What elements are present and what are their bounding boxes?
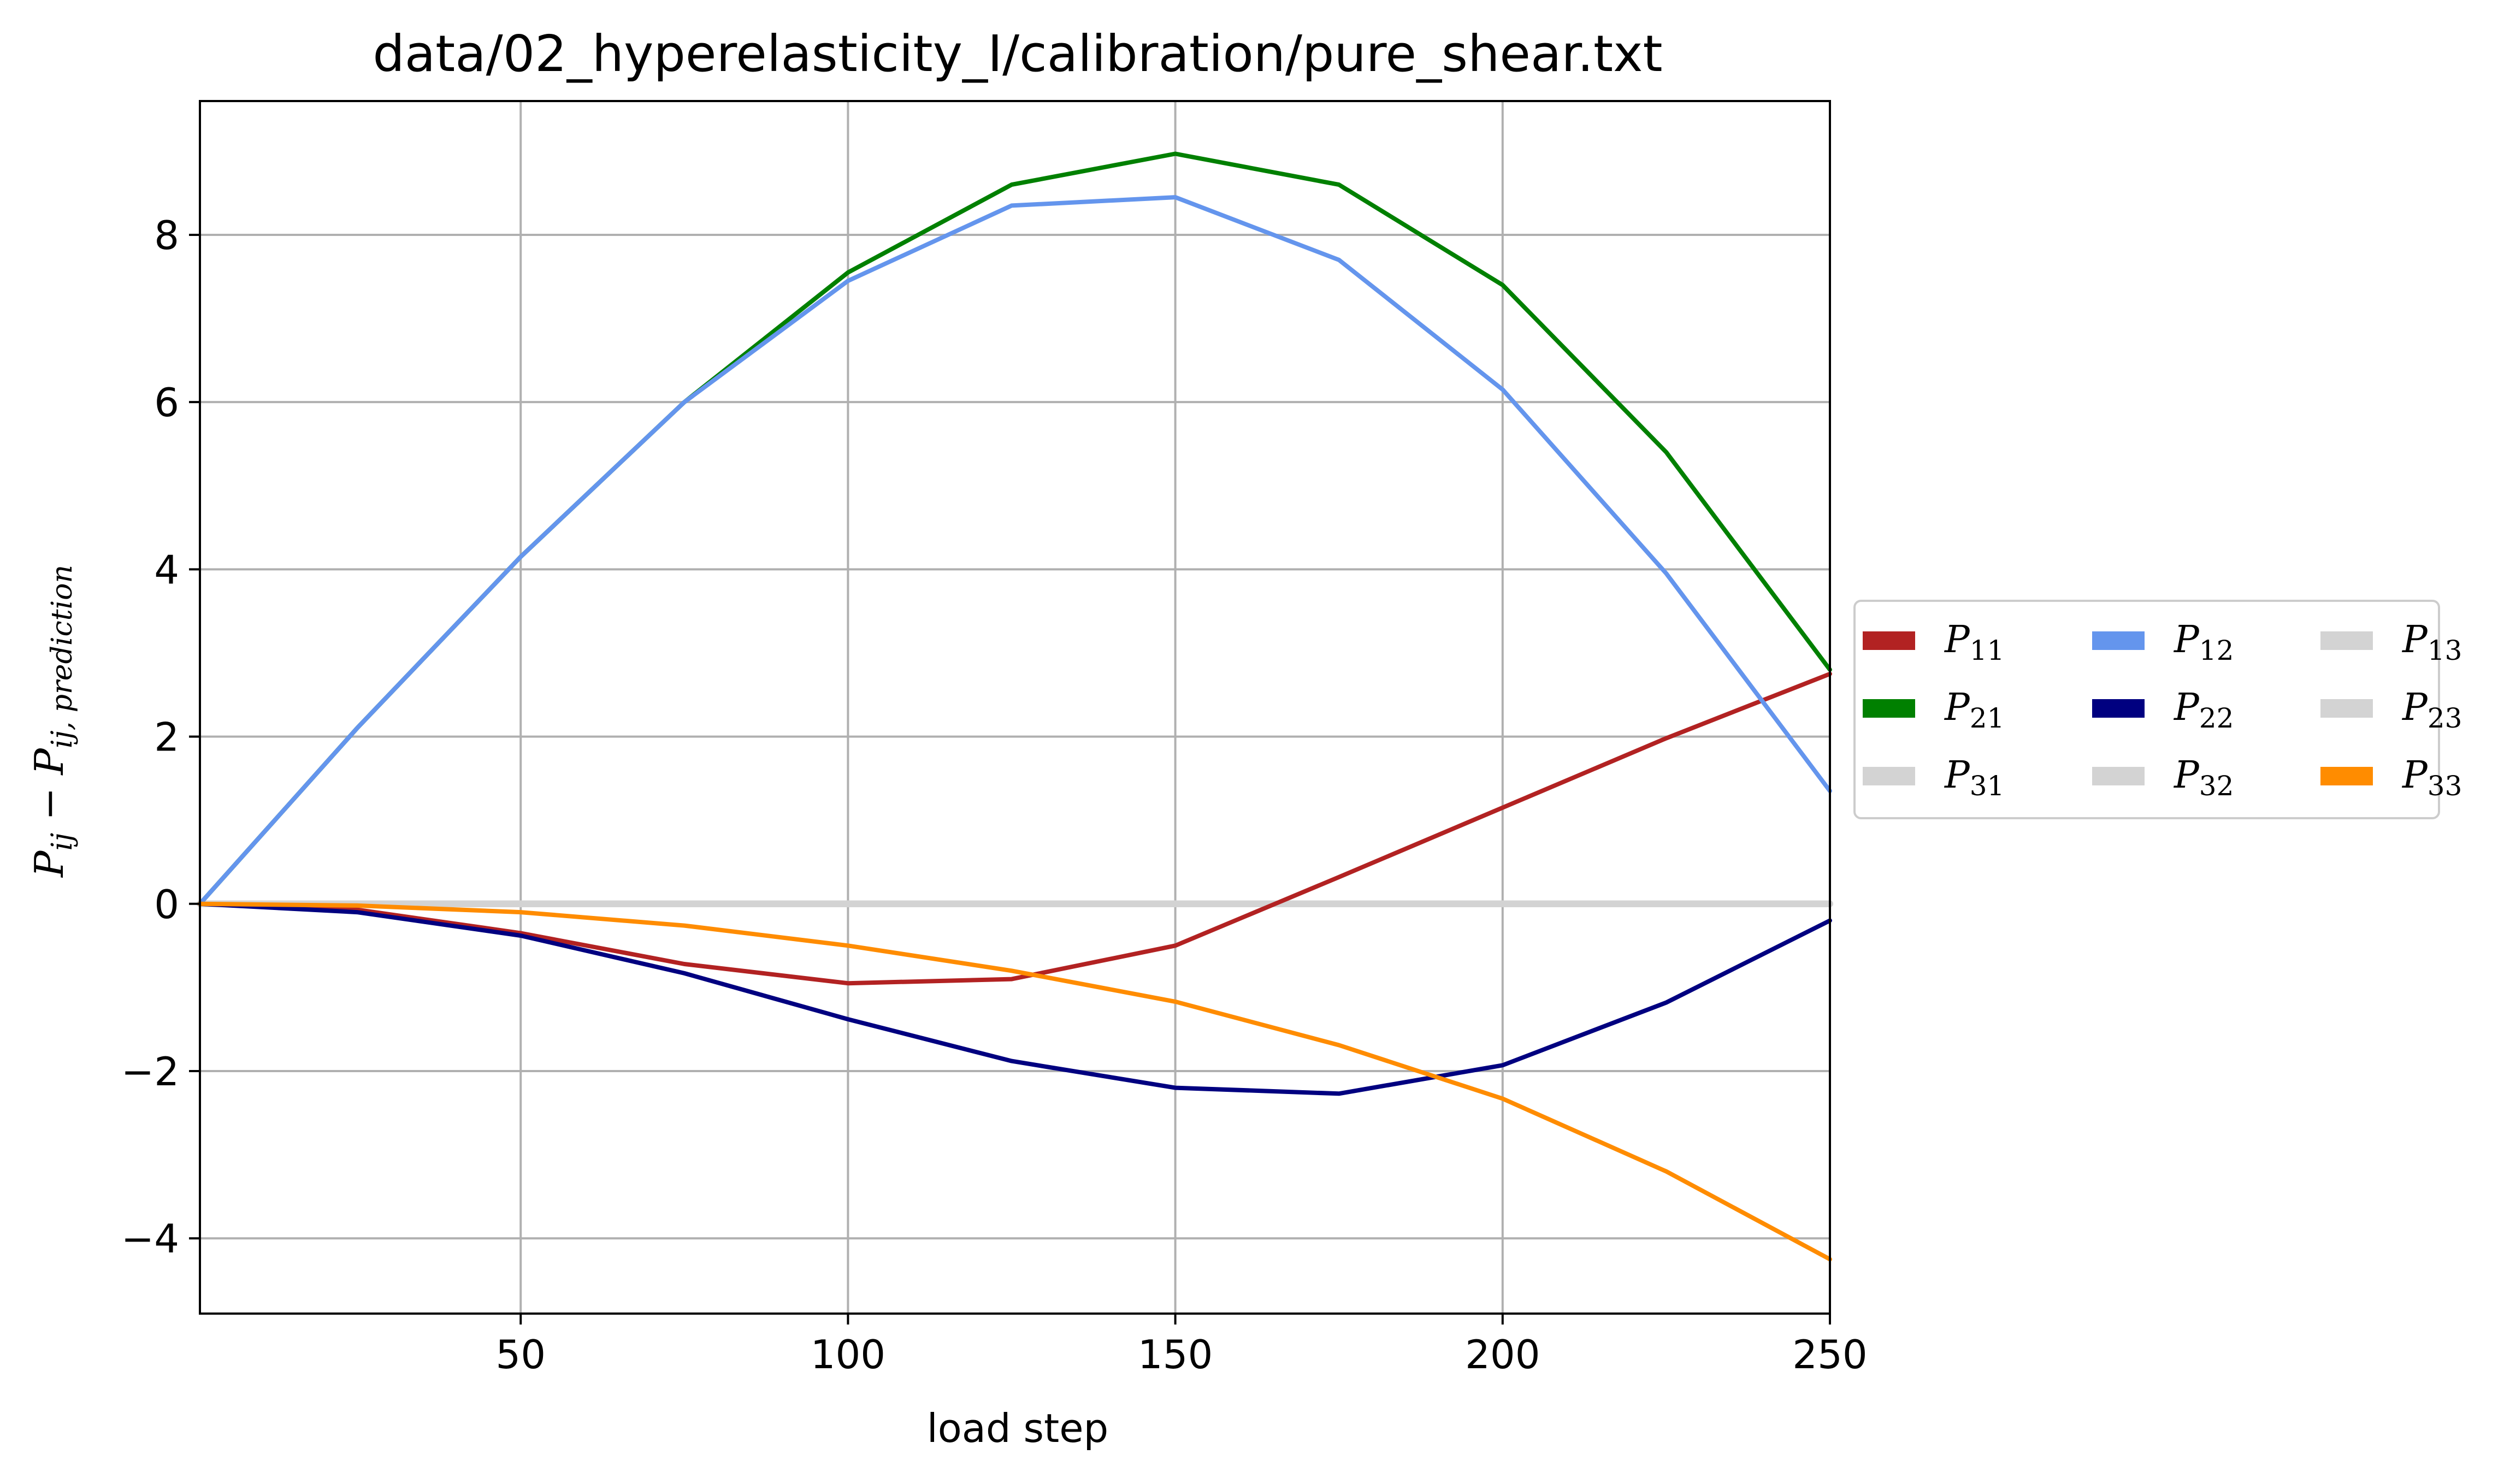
legend-swatch-P23 [2320, 699, 2373, 718]
legend-swatch-P32 [2092, 767, 2145, 785]
legend-label-sub: 21 [1970, 702, 2005, 734]
legend-label-main: P [1944, 754, 1970, 797]
y-tick-label-0: −4 [121, 1216, 179, 1262]
legend-label-sub: 12 [2199, 635, 2234, 666]
x-tick-label-2: 150 [1138, 1332, 1213, 1377]
legend-label-sub: 32 [2199, 770, 2234, 802]
y-tick-label-4: 4 [154, 547, 179, 593]
y-axis-label: Pij − Pij, prediction [26, 565, 79, 878]
y-axis-label-op: − [26, 775, 72, 833]
x-tick-label-4: 250 [1792, 1332, 1867, 1377]
legend-label-sub: 11 [1970, 635, 2005, 666]
legend-label-main: P [1944, 686, 1970, 729]
legend-swatch-P11 [1863, 631, 1915, 650]
y-axis-label-text: Pij − Pij, prediction [26, 565, 79, 878]
x-tick-label-3: 200 [1465, 1332, 1540, 1377]
y-tick-label-1: −2 [121, 1049, 179, 1095]
x-tick-label-0: 50 [495, 1332, 546, 1377]
legend-label-main: P [2401, 754, 2428, 797]
legend-swatch-P31 [1863, 767, 1915, 785]
x-tick-label-1: 100 [811, 1332, 885, 1377]
series-layer [197, 151, 1833, 1262]
legend-label-sub: 31 [1970, 770, 2005, 802]
series-line-P33 [198, 901, 1832, 1262]
legend-swatch-P12 [2092, 631, 2145, 650]
y-axis-label-rhs: P [26, 748, 72, 776]
x-axis-label: load step [927, 1405, 1109, 1451]
series-line-P12 [198, 195, 1832, 906]
legend-label-sub: 13 [2428, 635, 2462, 666]
y-axis-label-rhs-sub: ij, prediction [46, 565, 79, 748]
legend-swatch-P13 [2320, 631, 2373, 650]
plot-frame [199, 100, 1831, 1315]
legend-box [1853, 600, 2440, 819]
chart-title: data/02_hyperelasticity_I/calibration/pu… [373, 25, 1662, 83]
legend-label-sub: 22 [2199, 702, 2234, 734]
legend-label-P12: P12 [2173, 618, 2234, 666]
legend-label-sub: 33 [2428, 770, 2462, 802]
legend-label-sub: 23 [2428, 702, 2462, 734]
legend-label-main: P [2401, 618, 2428, 661]
y-tick-label-2: 0 [154, 882, 179, 927]
legend-swatch-P22 [2092, 699, 2145, 718]
legend-label-P33: P33 [2401, 754, 2462, 802]
legend-label-main: P [2401, 686, 2428, 729]
legend-label-main: P [2173, 618, 2200, 661]
legend-swatch-P21 [1863, 699, 1915, 718]
legend-label-P21: P21 [1944, 686, 2004, 734]
y-axis-label-lhs-sub: ij [46, 833, 79, 851]
y-tick-label-5: 6 [154, 380, 179, 425]
y-tick-label-3: 2 [154, 714, 179, 760]
legend-label-P31: P31 [1944, 754, 2004, 802]
legend-swatch-P33 [2320, 767, 2373, 785]
series-line-P11 [198, 671, 1832, 986]
legend-label-main: P [2173, 686, 2200, 729]
y-tick-label-6: 8 [154, 212, 179, 258]
legend-label-P22: P22 [2173, 686, 2234, 734]
legend-label-P13: P13 [2401, 618, 2462, 666]
legend-label-P11: P11 [1944, 618, 2004, 666]
legend-label-main: P [1944, 618, 1970, 661]
y-axis-label-lhs: P [26, 850, 72, 878]
ticks: 50 100 150 200 250 −4 −2 0 2 4 6 8 [121, 212, 1868, 1377]
series-line-P22 [198, 901, 1832, 1096]
legend-label-P23: P23 [2401, 686, 2462, 734]
legend-label-main: P [2173, 754, 2200, 797]
legend-label-P32: P32 [2173, 754, 2234, 802]
